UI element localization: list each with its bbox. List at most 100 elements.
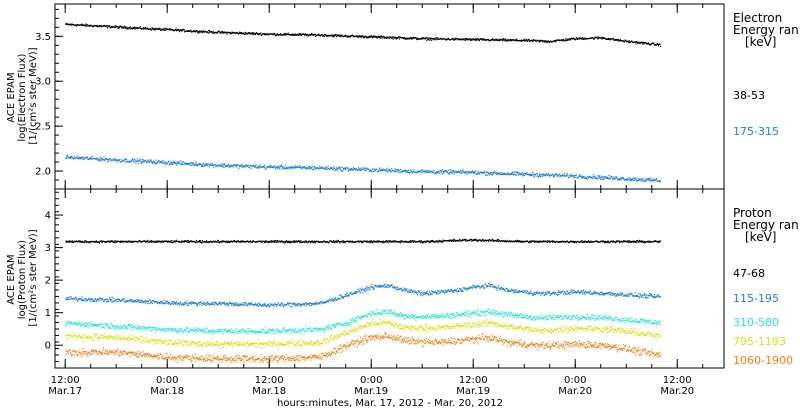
data-point	[108, 325, 110, 327]
data-point	[524, 290, 526, 292]
data-point	[81, 158, 83, 160]
data-point	[130, 240, 132, 242]
data-point	[474, 239, 476, 242]
data-point	[419, 170, 421, 173]
data-point	[369, 287, 371, 289]
data-point	[297, 304, 299, 306]
data-point	[106, 324, 108, 326]
data-point	[105, 298, 107, 300]
data-point	[627, 293, 629, 295]
data-point	[214, 164, 216, 166]
data-point	[87, 327, 89, 329]
data-point	[213, 301, 215, 303]
data-point	[228, 166, 230, 168]
data-point	[424, 240, 426, 242]
data-point	[91, 25, 93, 27]
data-point	[115, 329, 117, 331]
data-point	[108, 25, 110, 28]
data-point	[379, 170, 382, 172]
data-point	[464, 171, 466, 173]
data-point	[151, 240, 154, 242]
data-point	[81, 23, 83, 25]
data-point	[218, 165, 220, 167]
data-point	[574, 176, 576, 179]
data-point	[454, 240, 457, 242]
data-point	[107, 158, 109, 160]
data-point	[159, 161, 161, 163]
data-point	[333, 240, 335, 242]
data-point	[265, 167, 267, 169]
data-point	[597, 36, 599, 38]
data-point	[161, 240, 163, 242]
data-point	[410, 170, 412, 172]
data-point	[399, 288, 401, 291]
data-point	[372, 35, 374, 37]
data-point	[466, 170, 468, 173]
data-point	[149, 28, 152, 30]
data-point	[89, 158, 91, 160]
data-point	[344, 34, 346, 36]
data-point	[368, 168, 370, 170]
data-point	[454, 171, 456, 174]
data-point	[305, 241, 308, 243]
data-point	[144, 300, 146, 302]
data-point	[548, 240, 550, 242]
data-point	[205, 241, 207, 243]
data-point	[523, 241, 525, 243]
data-point	[258, 305, 260, 307]
data-point	[570, 289, 572, 291]
data-point	[414, 291, 416, 293]
data-point	[490, 174, 492, 176]
data-point	[461, 290, 463, 292]
data-point	[372, 168, 374, 170]
data-point	[544, 175, 546, 177]
data-point	[192, 161, 194, 164]
data-point	[390, 36, 392, 38]
data-point	[231, 31, 233, 33]
data-point	[189, 162, 191, 164]
data-point	[526, 290, 528, 292]
data-point	[290, 166, 292, 168]
data-point	[312, 241, 314, 243]
data-point	[606, 176, 608, 178]
data-point	[476, 173, 478, 175]
data-point	[451, 291, 453, 293]
data-point	[92, 325, 94, 327]
data-point	[644, 178, 646, 180]
data-point	[276, 33, 279, 35]
data-point	[190, 240, 192, 242]
data-point	[323, 168, 325, 170]
data-point	[532, 40, 534, 43]
data-point	[507, 289, 509, 291]
data-point	[451, 289, 453, 291]
data-point	[77, 300, 79, 302]
data-point	[189, 303, 191, 305]
data-point	[241, 303, 243, 306]
data-point	[100, 157, 103, 159]
data-point	[553, 293, 555, 295]
data-point	[654, 240, 656, 242]
data-point	[517, 240, 519, 243]
data-point	[171, 302, 173, 304]
data-point	[342, 297, 344, 299]
data-point	[545, 41, 547, 43]
data-point	[649, 293, 651, 295]
data-point	[249, 32, 251, 34]
electron-panel: 2.02.53.03.5 ACE EPAM log(Electron Flux)…	[6, 3, 799, 190]
data-point	[626, 179, 628, 181]
data-point	[388, 38, 390, 40]
data-point	[645, 180, 647, 182]
data-point	[310, 168, 312, 170]
data-point	[526, 39, 528, 41]
data-point	[65, 325, 67, 327]
data-point	[445, 38, 447, 40]
data-point	[275, 304, 277, 306]
data-point	[93, 300, 95, 302]
data-point	[263, 166, 265, 168]
data-point	[529, 40, 531, 43]
data-point	[78, 157, 80, 159]
data-point	[638, 292, 640, 295]
data-point	[212, 164, 214, 167]
data-point	[285, 164, 287, 166]
data-point	[497, 240, 499, 242]
